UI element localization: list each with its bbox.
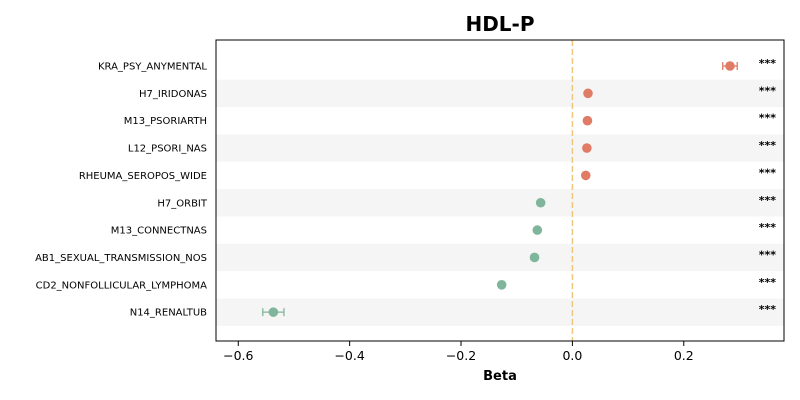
row-band [216, 134, 784, 162]
x-tick-label: −0.2 [446, 348, 476, 363]
x-tick-label: 0.0 [562, 348, 582, 363]
significance-label: *** [759, 221, 777, 234]
x-tick-label: −0.4 [334, 348, 364, 363]
x-axis-label: Beta [483, 369, 517, 384]
y-tick-label: H7_ORBIT [157, 198, 208, 209]
plot-frame [215, 39, 785, 342]
x-tick-label: −0.6 [223, 348, 253, 363]
significance-label: *** [759, 276, 777, 289]
y-tick-label: KRA_PSY_ANYMENTAL [98, 62, 207, 73]
y-tick-label: N14_RENALTUB [130, 308, 207, 319]
chart-title: HDL-P [465, 12, 534, 36]
significance-label: *** [759, 57, 777, 70]
significance-label: *** [759, 166, 777, 179]
significance-labels: *** *** *** *** *** *** *** *** *** *** [759, 57, 777, 316]
data-marks [262, 61, 738, 317]
point-estimate [532, 225, 543, 235]
x-axis: −0.6 −0.4 −0.2 0.0 0.2 [223, 341, 694, 363]
row-band [216, 298, 784, 326]
point-estimate [725, 61, 735, 71]
y-tick-label: AB1_SEXUAL_TRANSMISSION_NOS [35, 253, 207, 264]
point-estimate [529, 252, 540, 263]
point-estimate [583, 88, 593, 99]
point-estimate [582, 143, 592, 153]
y-tick-label: CD2_NONFOLLICULAR_LYMPHOMA [36, 280, 208, 291]
significance-label: *** [759, 248, 777, 261]
point-estimate [582, 115, 593, 126]
y-tick-labels: KRA_PSY_ANYMENTAL H7_IRIDONAS M13_PSORIART… [35, 62, 208, 319]
row-band [216, 79, 784, 108]
x-tick-label: 0.2 [674, 348, 694, 363]
y-tick-label: M13_PSORIARTH [124, 116, 207, 127]
point-estimate [268, 307, 279, 317]
y-tick-label: L12_PSORI_NAS [128, 144, 207, 155]
point-estimate [535, 197, 546, 208]
point-estimate [496, 280, 507, 290]
significance-label: *** [759, 194, 777, 207]
significance-label: *** [759, 112, 777, 125]
row-bands [216, 79, 784, 326]
y-tick-label: M13_CONNECTNAS [111, 226, 207, 237]
significance-label: *** [759, 139, 777, 152]
y-tick-label: RHEUMA_SEROPOS_WIDE [79, 171, 207, 182]
significance-label: *** [759, 303, 777, 316]
row-band [216, 243, 784, 272]
significance-label: *** [759, 84, 777, 97]
y-tick-label: H7_IRIDONAS [139, 89, 207, 100]
point-estimate [580, 170, 591, 181]
row-band [216, 189, 784, 217]
